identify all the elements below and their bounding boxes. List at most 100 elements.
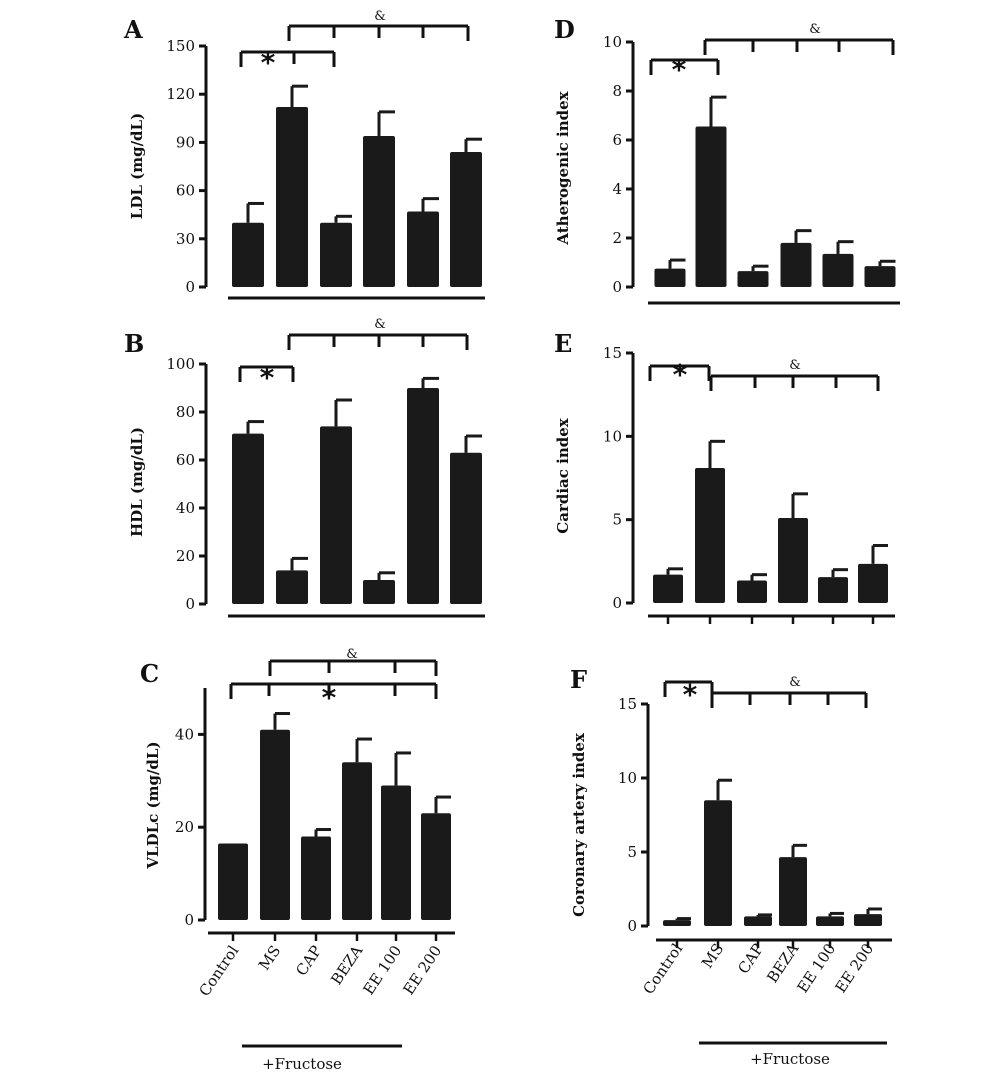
significance-bracket: & — [268, 647, 438, 676]
panel-letter: F — [570, 665, 587, 694]
y-tick-label: 90 — [176, 133, 195, 151]
significance-bracket: * — [649, 53, 720, 86]
y-tick-label: 30 — [176, 230, 195, 248]
y-tick-label: 0 — [185, 278, 195, 296]
y-tick-label: 150 — [166, 37, 195, 55]
bar-beza — [778, 518, 808, 603]
y-tick-label: 10 — [603, 33, 622, 51]
x-tick-label: Control — [639, 940, 686, 998]
y-tick-label: 0 — [185, 595, 195, 613]
bar-cap — [301, 836, 331, 920]
bar-ee100 — [407, 211, 439, 287]
bar-ms — [276, 107, 308, 287]
y-tick-label: 15 — [603, 344, 622, 362]
y-tick-label: 20 — [175, 818, 194, 836]
y-tick-label: 0 — [612, 278, 622, 296]
fructose-group-left: +Fructose — [242, 1044, 402, 1073]
y-axis-label: Cardiac index — [554, 417, 572, 533]
bar-control — [654, 268, 686, 287]
bar-cap — [320, 426, 352, 604]
significance-bracket: & — [287, 317, 469, 350]
significance-amp: & — [374, 317, 386, 332]
y-axis-label: HDL (mg/dL) — [128, 427, 146, 537]
y-tick-label: 0 — [627, 917, 637, 935]
significance-star: * — [322, 681, 337, 714]
significance-star: * — [683, 678, 698, 711]
bar-ee200 — [421, 813, 451, 920]
significance-bracket: * — [229, 681, 438, 714]
significance-amp: & — [789, 675, 801, 690]
bar-ee200 — [864, 266, 896, 287]
y-tick-label: 4 — [612, 180, 622, 198]
bar-beza — [363, 135, 395, 287]
bar-beza — [363, 580, 395, 604]
bar-cap — [320, 222, 352, 287]
bar-ee200 — [450, 452, 482, 604]
bar-beza — [342, 762, 372, 920]
bar-control — [232, 433, 264, 604]
significance-amp: & — [346, 647, 358, 662]
bar-ms — [695, 126, 727, 288]
panel-letter: A — [123, 15, 143, 44]
x-tick-label: EE 100 — [359, 942, 405, 998]
bar-ms — [695, 468, 725, 603]
significance-bracket: & — [703, 22, 895, 55]
chart-panel-d: D Atherogenic index 0 2 4 6 8 10 * & — [554, 15, 900, 305]
y-tick-label: 10 — [603, 427, 622, 445]
significance-bracket: * — [238, 361, 295, 394]
chart-panel-b: B HDL (mg/dL) 0 20 40 60 80 100 * & — [124, 317, 485, 618]
y-tick-label: 40 — [175, 725, 194, 743]
bar-ee100 — [407, 388, 439, 604]
x-tick-label: BEZA — [763, 940, 802, 986]
significance-star: * — [261, 46, 276, 79]
x-tick-label: BEZA — [327, 942, 366, 988]
y-tick-label: 15 — [618, 695, 637, 713]
significance-bracket: * — [663, 678, 714, 711]
y-axis-label: Atherogenic index — [554, 90, 572, 245]
bar-ee100 — [816, 916, 844, 926]
bar-control — [218, 843, 248, 920]
y-tick-label: 2 — [612, 229, 622, 247]
bar-control — [232, 222, 264, 287]
significance-bracket: & — [287, 9, 470, 41]
significance-star: * — [672, 53, 687, 86]
bar-ms — [276, 570, 308, 604]
significance-bracket: * — [648, 358, 711, 391]
x-tick-label: EE 200 — [831, 940, 877, 996]
y-tick-label: 0 — [184, 911, 194, 929]
y-axis-label: LDL (mg/dL) — [128, 113, 146, 219]
panel-letter: B — [124, 329, 144, 358]
chart-panel-e: E Cardiac index 0 5 10 15 * & — [554, 329, 895, 624]
y-tick-label: 60 — [176, 182, 195, 200]
fructose-label-left: +Fructose — [262, 1055, 342, 1073]
bar-ee200 — [450, 152, 482, 287]
significance-star: * — [260, 361, 275, 394]
fructose-group-right: +Fructose — [699, 1041, 887, 1068]
panel-letter: C — [140, 659, 159, 688]
bar-ms — [260, 729, 290, 920]
y-tick-label: 60 — [176, 451, 195, 469]
significance-amp: & — [789, 358, 801, 373]
x-tick-label: EE 200 — [399, 942, 445, 998]
y-tick-label: 120 — [166, 85, 195, 103]
significance-bracket: & — [709, 358, 880, 391]
fructose-label-right: +Fructose — [750, 1050, 830, 1068]
x-tick-label: Control — [195, 942, 242, 1000]
bar-beza — [779, 857, 807, 926]
bar-cap — [737, 580, 767, 603]
bar-ee100 — [381, 785, 411, 920]
y-axis-label: VLDLc (mg/dL) — [144, 741, 162, 869]
bar-ee100 — [818, 577, 848, 603]
y-tick-label: 8 — [612, 82, 622, 100]
significance-bracket: * — [239, 46, 336, 79]
bar-ms — [704, 800, 732, 926]
bar-cap — [744, 916, 772, 926]
panel-letter: D — [554, 15, 575, 44]
significance-amp: & — [374, 9, 386, 24]
chart-panel-a: A LDL (mg/dL) 0 30 60 90 120 150 * & — [123, 9, 485, 300]
panel-letter: E — [554, 329, 572, 358]
bar-ee200 — [854, 914, 882, 926]
bar-ee200 — [858, 563, 888, 603]
bar-ee100 — [822, 253, 854, 287]
